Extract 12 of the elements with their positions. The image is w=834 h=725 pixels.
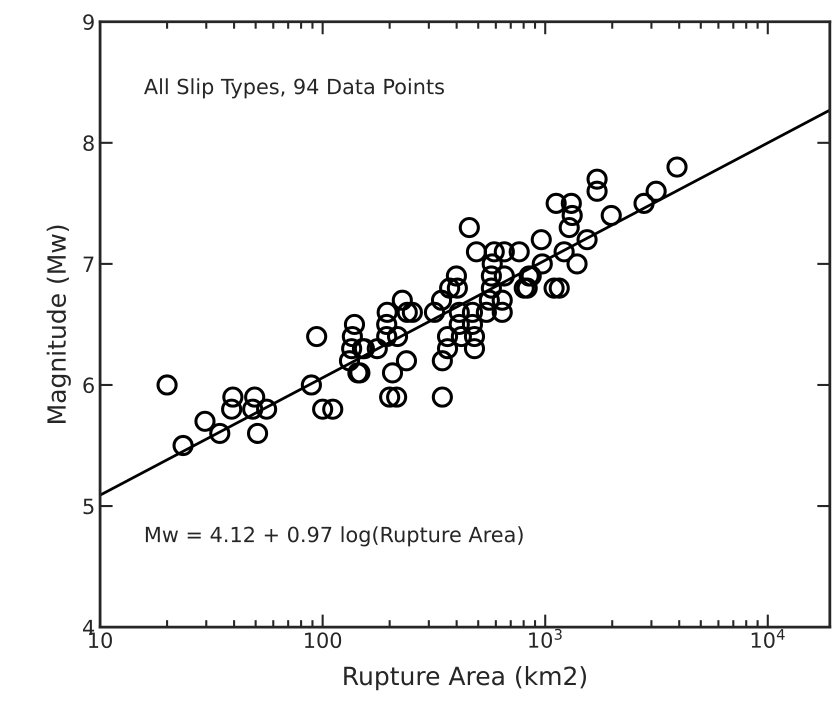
- x-tick-label: 100: [305, 632, 342, 648]
- y-tick-label: 6: [83, 377, 94, 394]
- x-axis-title: Rupture Area (km2): [344, 666, 586, 690]
- y-tick-label: 8: [83, 135, 94, 152]
- y-tick-label: 7: [84, 256, 94, 272]
- annotation: All Slip Types, 94 Data Points: [144, 78, 444, 98]
- y-axis-title: Magnitude (Mw): [46, 226, 71, 423]
- x-tick-label: 10$^{3}$: [529, 628, 562, 648]
- annotation: Mw = 4.12 + 0.97 log(Rupture Area): [146, 526, 523, 546]
- y-tick-label: 5: [84, 498, 94, 514]
- y-tick-label: 9: [83, 14, 94, 30]
- x-tick-label: 10$^{4}$: [752, 629, 785, 648]
